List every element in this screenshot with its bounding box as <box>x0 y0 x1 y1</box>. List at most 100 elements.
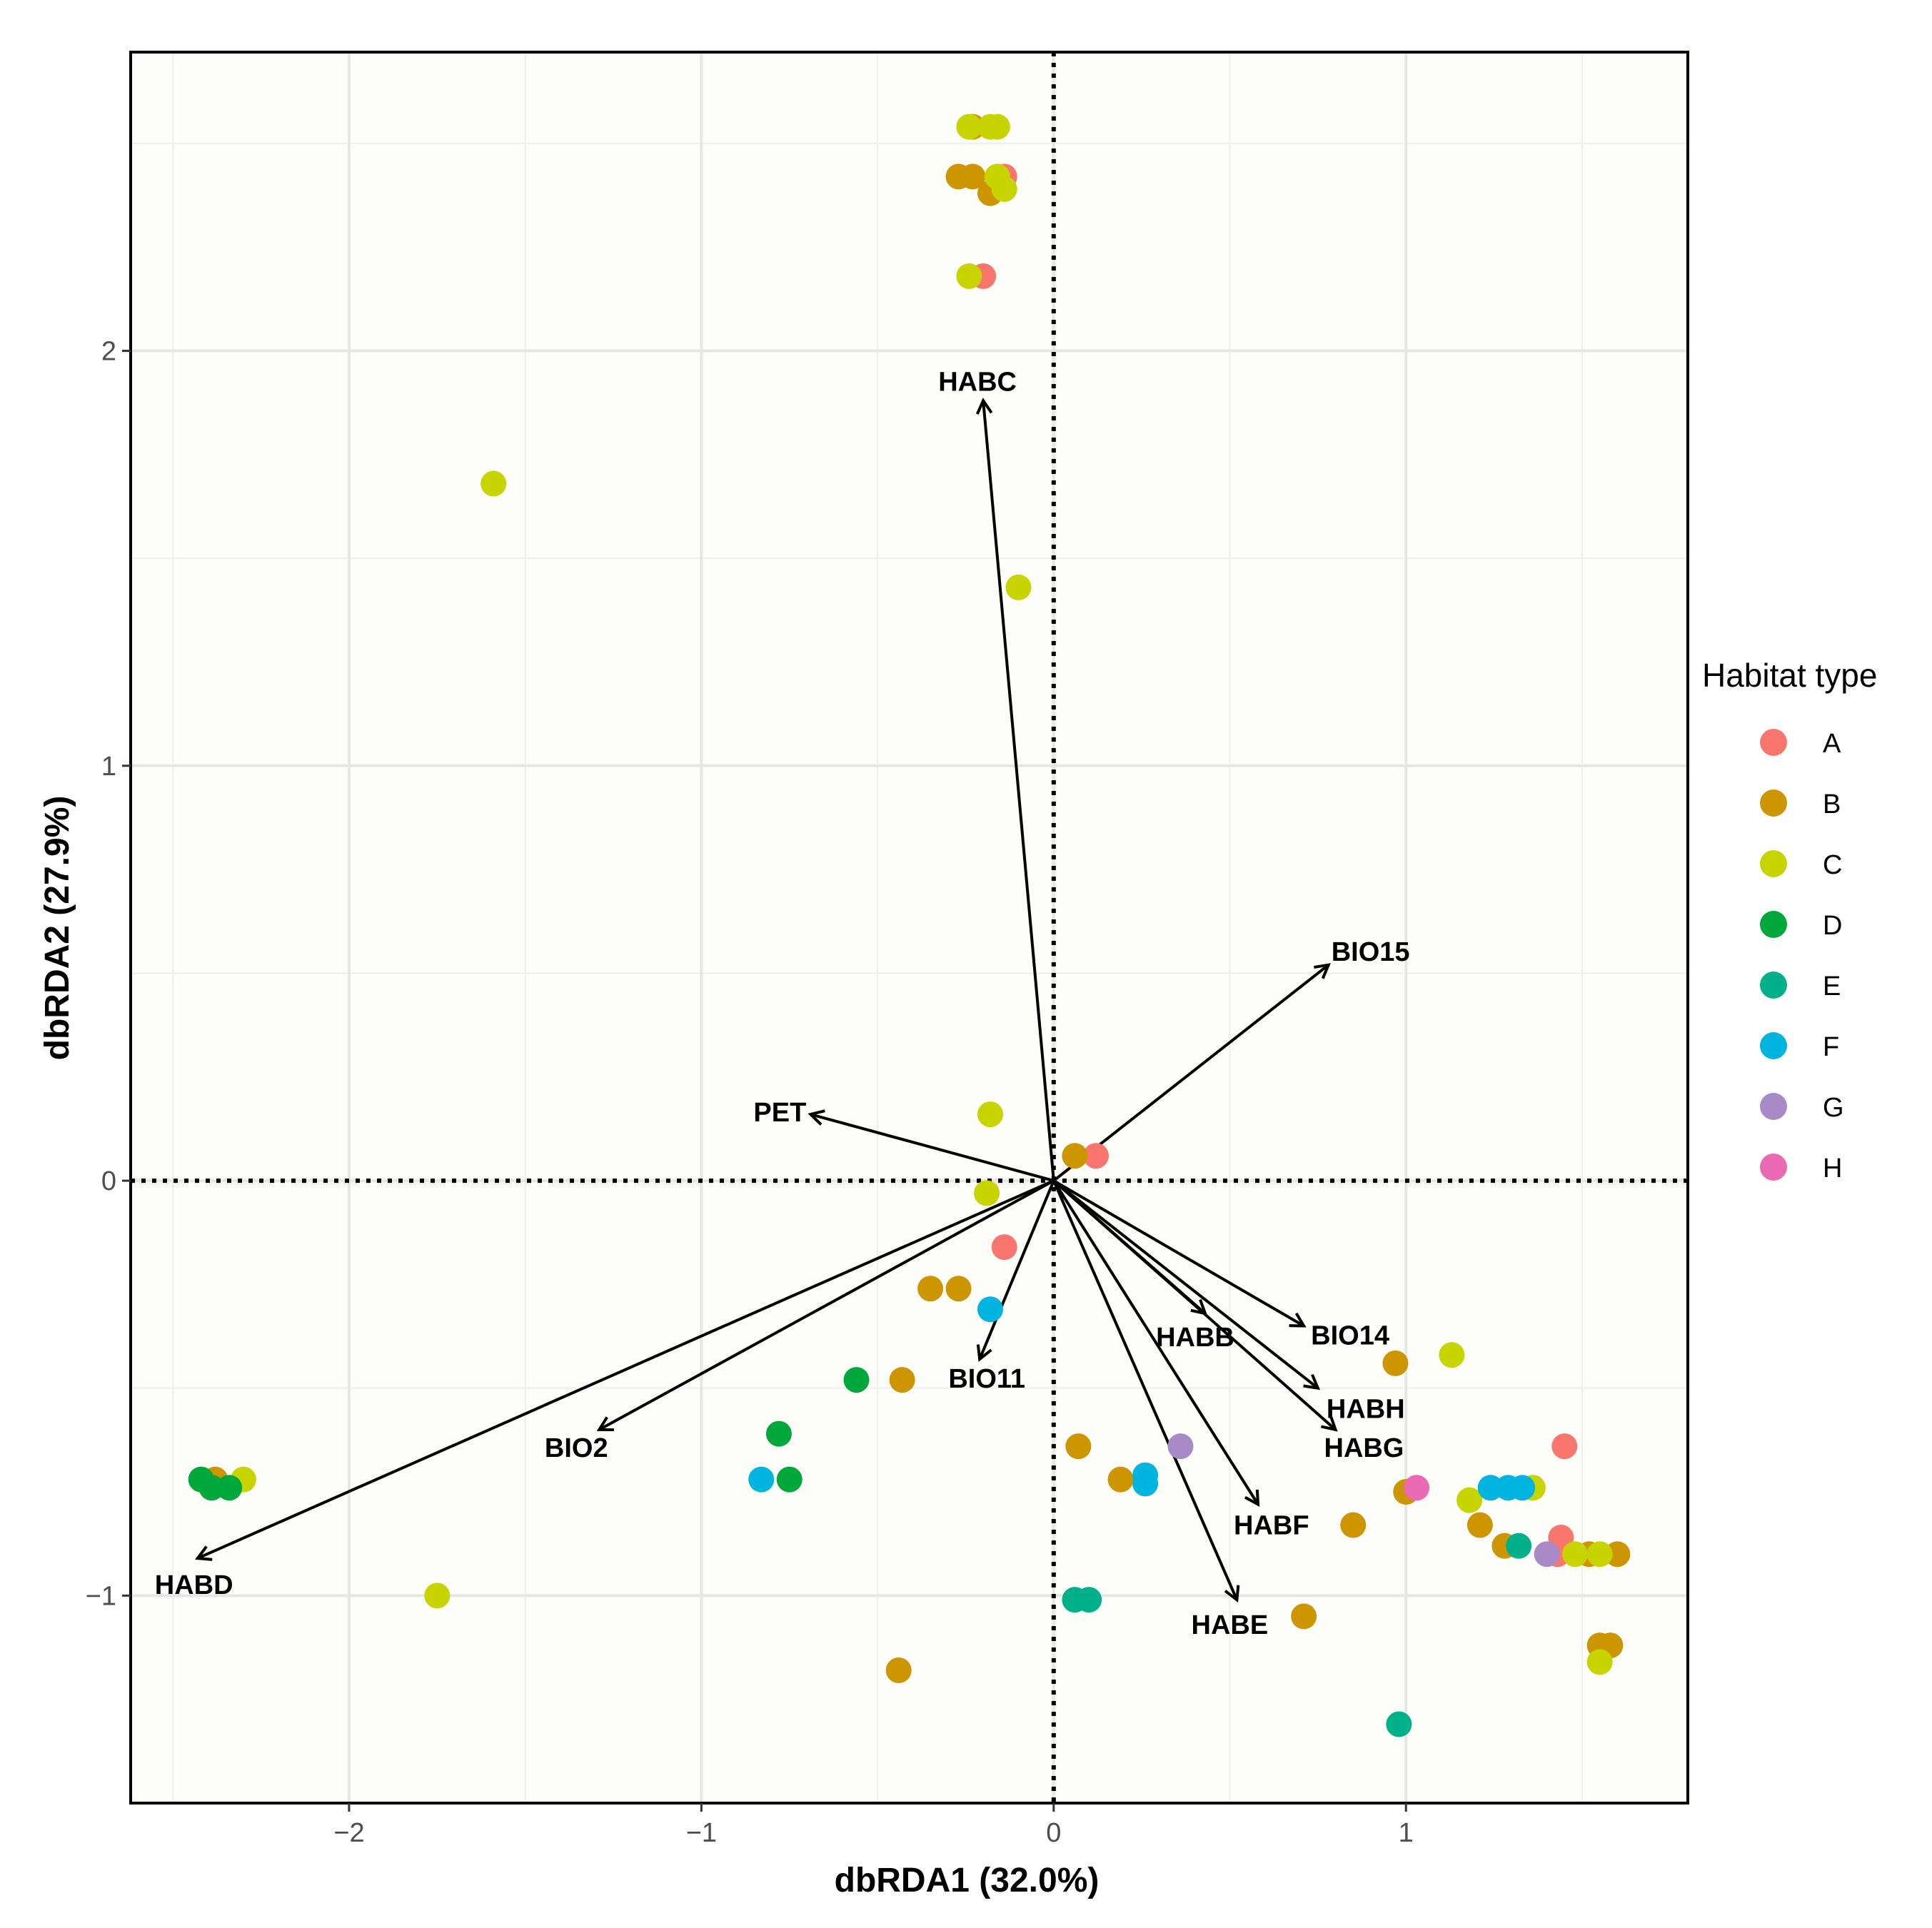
vector-label-habf: HABF <box>1234 1510 1309 1540</box>
point-habitat-b <box>885 1657 912 1683</box>
point-habitat-c <box>1005 574 1032 600</box>
vector-label-bio14: BIO14 <box>1311 1321 1389 1351</box>
legend-label-d: D <box>1823 911 1842 941</box>
legend-title: Habitat type <box>1702 657 1877 694</box>
point-habitat-b <box>1604 1541 1631 1568</box>
vector-label-habb: HABB <box>1156 1323 1234 1353</box>
zero-reference-lines <box>131 52 1688 1803</box>
legend-key-e <box>1760 971 1787 999</box>
vector-arrow-habd <box>198 1179 1055 1558</box>
point-habitat-a <box>1083 1143 1110 1169</box>
vector-label-habc: HABC <box>938 367 1017 397</box>
point-habitat-c <box>991 176 1017 202</box>
point-habitat-d <box>216 1475 243 1501</box>
y-axis-title: dbRDA2 (27.9%) <box>39 796 76 1061</box>
vector-label-bio11: BIO11 <box>948 1364 1025 1394</box>
point-habitat-c <box>956 113 982 140</box>
legend-label-f: F <box>1823 1032 1839 1062</box>
legend-key-g <box>1760 1093 1787 1120</box>
point-habitat-d <box>765 1420 792 1447</box>
vector-arrow-habe <box>1052 1180 1237 1600</box>
x-tick-label: 1 <box>1399 1818 1414 1848</box>
point-habitat-d <box>198 1475 225 1501</box>
legend: AB C DE F G H <box>1760 729 1844 1183</box>
environmental-vectors <box>198 400 1336 1600</box>
point-habitat-e <box>1386 1711 1412 1737</box>
y-tick-label: −1 <box>86 1581 116 1611</box>
point-habitat-c <box>1456 1487 1483 1513</box>
point-habitat-b <box>1065 1433 1092 1460</box>
vector-arrow-bio2 <box>599 1179 1055 1430</box>
vector-labels: HABC BIO15 PET BIO14 HABB HABH HABG HABF HABE BIO… <box>155 367 1410 1640</box>
point-habitat-c <box>1586 1649 1613 1675</box>
point-habitat-b <box>1107 1466 1134 1493</box>
point-habitat-b <box>945 1276 972 1302</box>
point-habitat-g <box>1167 1433 1194 1460</box>
point-habitat-e <box>1076 1587 1102 1613</box>
point-habitat-c <box>956 263 982 289</box>
point-habitat-b <box>1382 1350 1409 1376</box>
point-habitat-d <box>776 1466 803 1493</box>
legend-key-a <box>1760 729 1787 756</box>
sample-points <box>188 113 1631 1737</box>
y-tick-label: 1 <box>101 752 116 782</box>
point-habitat-b <box>1340 1512 1367 1538</box>
vector-label-bio15: BIO15 <box>1332 937 1410 967</box>
point-habitat-b <box>960 163 986 190</box>
point-habitat-c <box>974 1180 1000 1206</box>
legend-label-g: G <box>1823 1093 1844 1123</box>
point-habitat-c <box>481 470 507 497</box>
point-habitat-a <box>991 1234 1017 1261</box>
plot-border <box>129 51 1689 1805</box>
point-habitat-c <box>977 1101 1003 1128</box>
legend-key-d <box>1760 911 1787 938</box>
x-tick-label: 0 <box>1046 1818 1061 1848</box>
point-habitat-c <box>424 1583 451 1609</box>
vector-arrow-habg <box>1052 1179 1336 1430</box>
vector-arrow-habh <box>1052 1179 1318 1388</box>
legend-label-c: C <box>1823 850 1842 880</box>
vector-label-bio2: BIO2 <box>545 1433 608 1463</box>
vector-arrow-habc <box>983 400 1055 1181</box>
vector-arrow-bio11 <box>980 1180 1055 1359</box>
x-axis-title: dbRDA1 (32.0%) <box>835 1862 1100 1899</box>
point-habitat-f <box>1132 1470 1159 1497</box>
legend-key-c <box>1760 850 1787 877</box>
point-habitat-c <box>1439 1342 1465 1368</box>
point-habitat-b <box>889 1367 915 1393</box>
point-habitat-b <box>917 1276 944 1302</box>
vector-label-habd: HABD <box>155 1570 233 1600</box>
legend-key-f <box>1760 1032 1787 1059</box>
legend-label-a: A <box>1823 729 1841 759</box>
point-habitat-f <box>977 1296 1003 1323</box>
vector-arrow-habf <box>1052 1180 1258 1504</box>
point-habitat-c <box>1562 1541 1589 1568</box>
point-habitat-e <box>1506 1533 1532 1559</box>
y-tick-label: 0 <box>101 1166 116 1196</box>
point-habitat-f <box>1509 1475 1536 1501</box>
point-habitat-h <box>1404 1475 1430 1501</box>
vector-label-habe: HABE <box>1192 1610 1269 1640</box>
legend-key-h <box>1760 1154 1787 1181</box>
point-habitat-c <box>984 113 1010 140</box>
point-habitat-d <box>843 1367 870 1393</box>
legend-label-b: B <box>1823 789 1841 819</box>
plot-panel <box>131 52 1688 1803</box>
point-habitat-b <box>1466 1512 1493 1538</box>
vector-arrow-pet <box>810 1114 1055 1183</box>
y-axis-ticks: −1 0 1 2 <box>86 337 131 1611</box>
point-habitat-c <box>1586 1541 1613 1568</box>
legend-key-b <box>1760 789 1787 817</box>
legend-label-e: E <box>1823 971 1841 1001</box>
point-habitat-b <box>1291 1603 1317 1630</box>
point-habitat-f <box>1477 1475 1504 1501</box>
vector-label-habg: HABG <box>1324 1433 1404 1463</box>
vector-label-pet: PET <box>753 1098 806 1128</box>
x-tick-label: −1 <box>686 1818 717 1848</box>
point-habitat-b <box>1062 1143 1088 1169</box>
y-tick-label: 2 <box>101 337 116 367</box>
x-axis-ticks: −2 −1 0 1 <box>333 1803 1414 1848</box>
vector-arrow-bio14 <box>1052 1179 1304 1326</box>
legend-label-h: H <box>1823 1154 1842 1183</box>
